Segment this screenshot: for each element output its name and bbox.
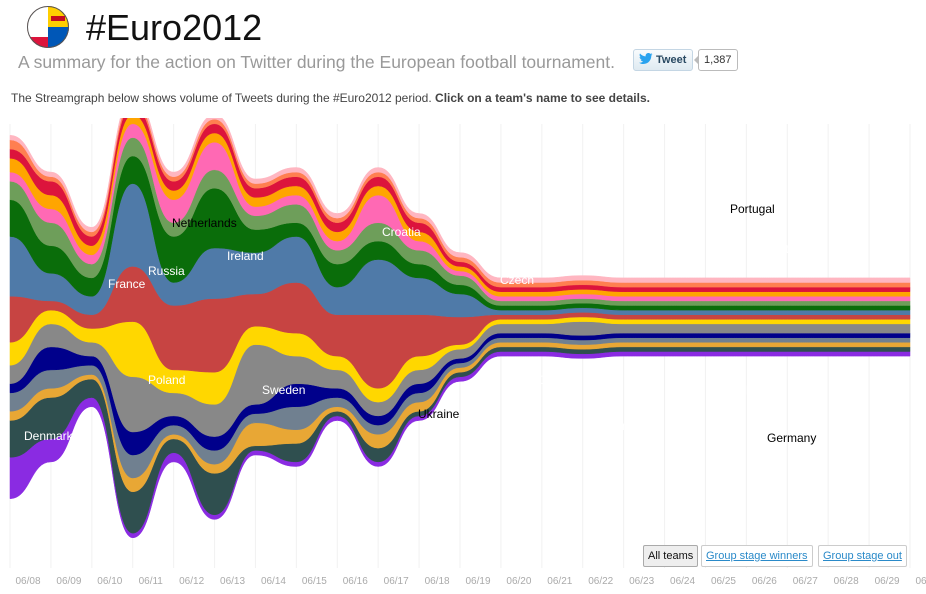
date-tick-label: 06/21 — [547, 576, 572, 587]
team-label-germany[interactable]: Germany — [767, 431, 816, 445]
description-text: The Streamgraph below shows volume of Tw… — [11, 91, 432, 105]
chart-description: The Streamgraph below shows volume of Tw… — [11, 91, 650, 105]
date-tick-label: 06/08 — [15, 576, 40, 587]
team-label-france[interactable]: France — [108, 277, 146, 291]
team-label-czech[interactable]: Czech — [500, 273, 534, 287]
date-tick-label: 06/20 — [506, 576, 531, 587]
date-tick-label: 06/30 — [915, 576, 926, 587]
date-tick-label: 06/09 — [56, 576, 81, 587]
date-tick-label: 06/22 — [588, 576, 613, 587]
date-tick-label: 06/18 — [425, 576, 450, 587]
filter-button-group-stage-out[interactable]: Group stage out — [818, 545, 907, 567]
date-tick-label: 06/17 — [384, 576, 409, 587]
twitter-bird-icon — [639, 53, 653, 64]
team-label-netherlands[interactable]: Netherlands — [172, 216, 237, 230]
date-tick-label: 06/11 — [139, 576, 164, 587]
team-label-ukraine[interactable]: Ukraine — [418, 407, 460, 421]
team-label-spain[interactable]: Spain — [738, 381, 769, 395]
team-label-greece[interactable]: Greece — [538, 373, 578, 387]
team-label-poland[interactable]: Poland — [148, 373, 185, 387]
team-label-denmark[interactable]: Denmark — [24, 429, 74, 443]
team-label-portugal[interactable]: Portugal — [730, 202, 775, 216]
stream-layers — [9, 118, 911, 539]
date-tick-label: 06/14 — [261, 576, 286, 587]
page-subtitle: A summary for the action on Twitter duri… — [18, 52, 615, 72]
tweet-button[interactable]: Tweet — [633, 49, 694, 71]
team-label-england[interactable]: England — [614, 419, 658, 433]
filter-button-group-stage-winners[interactable]: Group stage winners — [701, 545, 813, 567]
date-tick-label: 06/13 — [220, 576, 245, 587]
header: #Euro2012 — [16, 4, 916, 54]
team-label-croatia[interactable]: Croatia — [382, 225, 421, 239]
date-axis: 06/08 06/09 06/10 06/11 06/12 06/13 06/14 06/15… — [15, 576, 926, 587]
date-tick-label: 06/12 — [179, 576, 204, 587]
date-tick-label: 06/15 — [302, 576, 327, 587]
date-tick-label: 06/28 — [834, 576, 859, 587]
date-tick-label: 06/29 — [875, 576, 900, 587]
page-title: #Euro2012 — [86, 7, 263, 48]
team-label-italy[interactable]: Italy — [782, 242, 804, 256]
filter-button-all-teams[interactable]: All teams — [643, 545, 699, 567]
description-instruction: Click on a team's name to see details. — [435, 91, 650, 105]
tweet-label: Tweet — [656, 54, 687, 66]
tweet-count: 1,387 — [694, 49, 738, 71]
euro-ball-flags-icon — [27, 6, 69, 48]
stream-layer-italy[interactable] — [9, 118, 911, 283]
date-tick-label: 06/10 — [97, 576, 122, 587]
date-tick-label: 06/27 — [793, 576, 818, 587]
team-label-russia[interactable]: Russia — [148, 264, 185, 278]
date-tick-label: 06/16 — [343, 576, 368, 587]
date-tick-label: 06/24 — [670, 576, 695, 587]
date-tick-label: 06/25 — [711, 576, 736, 587]
date-tick-label: 06/23 — [629, 576, 654, 587]
date-tick-label: 06/19 — [465, 576, 490, 587]
date-tick-label: 06/26 — [752, 576, 777, 587]
team-label-ireland[interactable]: Ireland — [227, 249, 264, 263]
team-label-sweden[interactable]: Sweden — [262, 383, 305, 397]
